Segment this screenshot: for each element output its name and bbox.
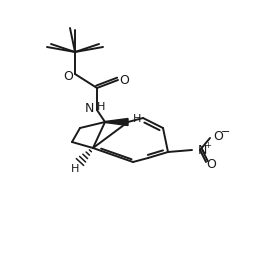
Text: H: H xyxy=(133,114,141,124)
Text: O: O xyxy=(119,73,129,86)
Text: O: O xyxy=(213,130,223,143)
Text: −: − xyxy=(221,127,231,137)
Text: N: N xyxy=(84,102,94,114)
Text: O: O xyxy=(63,69,73,83)
Text: O: O xyxy=(206,157,216,170)
Text: H: H xyxy=(71,164,79,174)
Polygon shape xyxy=(105,119,128,126)
Text: N: N xyxy=(197,143,207,157)
Text: H: H xyxy=(97,102,105,112)
Text: +: + xyxy=(205,141,211,150)
